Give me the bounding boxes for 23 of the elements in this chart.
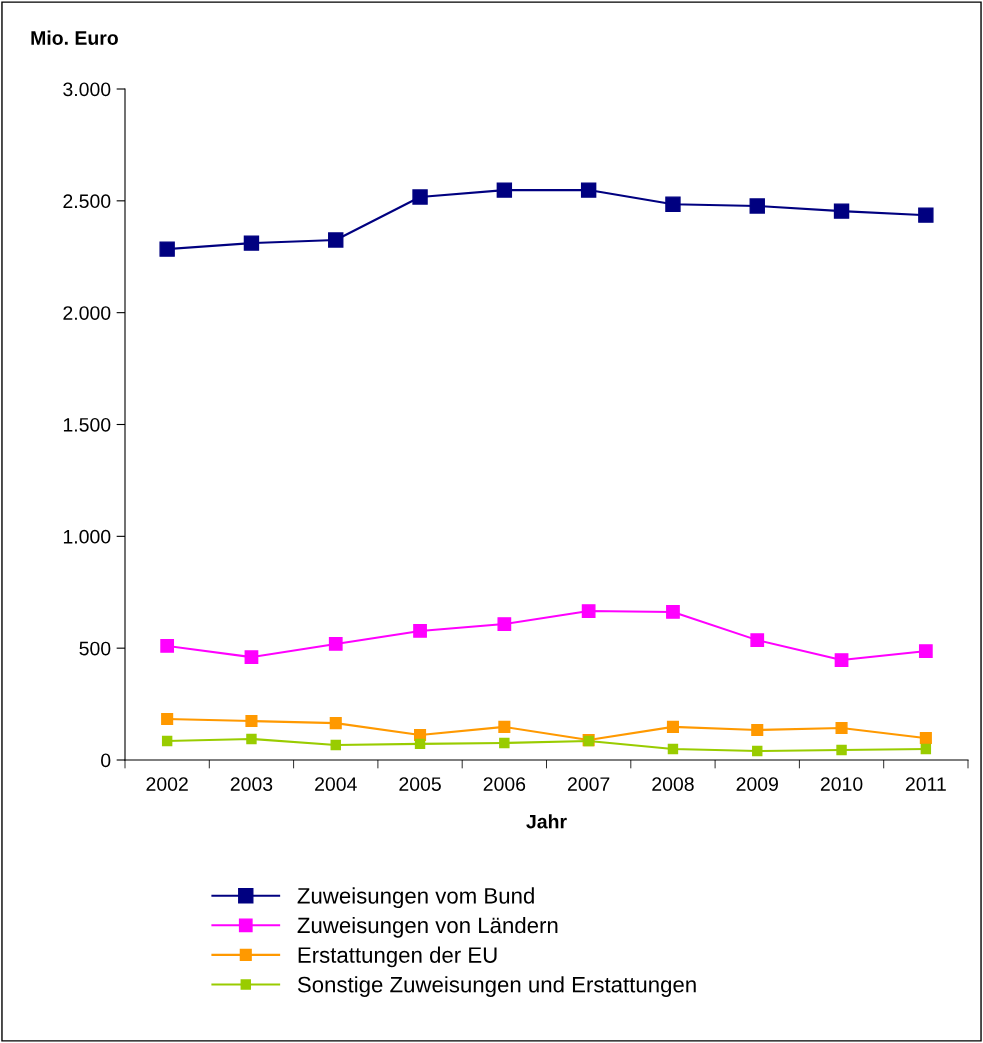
x-tick-label: 2003 [230, 777, 273, 791]
y-tick-label: 1.000 [63, 529, 111, 544]
y-axis-title: Mio. Euro [31, 30, 118, 45]
y-tick-label: 3.000 [63, 82, 111, 97]
x-tick-label: 2009 [736, 777, 778, 791]
x-tick-label: 2002 [146, 777, 188, 791]
y-tick-label: 1.500 [63, 417, 111, 432]
x-tick-label: 2006 [483, 777, 526, 791]
x-tick-label: 2005 [399, 777, 441, 791]
legend-label: Erstattungen der EU [298, 946, 497, 968]
legend-label: Sonstige Zuweisungen und Erstattungen [297, 976, 696, 997]
legend-label: Zuweisungen von Ländern [297, 916, 558, 938]
x-axis-title: Jahr [526, 814, 567, 829]
x-tick-label: 2007 [568, 777, 610, 791]
x-tick-label: 2011 [905, 777, 946, 791]
y-tick-label: 500 [79, 641, 111, 656]
x-tick-label: 2010 [820, 777, 863, 791]
x-tick-label: 2004 [315, 777, 357, 791]
y-tick-label: 0 [101, 753, 111, 768]
legend-label: Zuweisungen vom Bund [297, 887, 534, 909]
y-tick-label: 2.000 [63, 306, 111, 320]
y-tick-label: 2.500 [63, 194, 111, 209]
x-tick-label: 2008 [652, 777, 694, 791]
